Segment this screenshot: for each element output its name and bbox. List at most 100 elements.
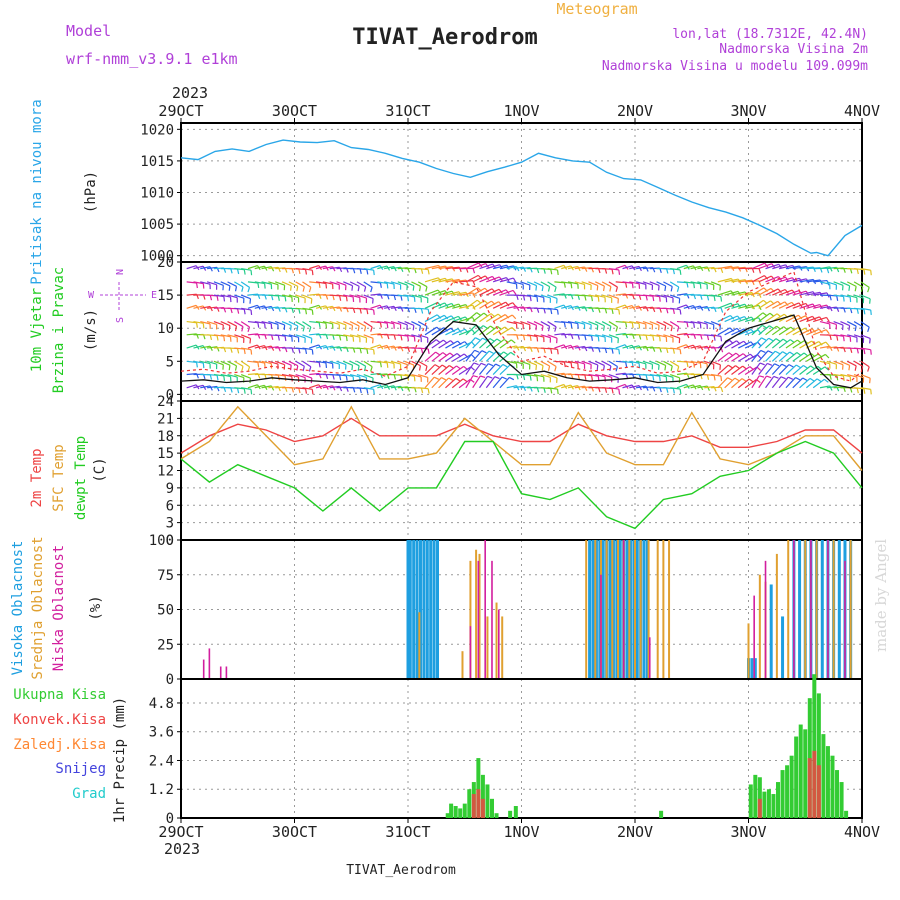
wind-barb-flag — [782, 351, 788, 355]
wind-barb-flag — [609, 365, 612, 371]
wind-barb-flag — [556, 349, 559, 355]
wind-barb — [363, 334, 374, 339]
wind-barb — [356, 360, 366, 367]
wind-barb-flag — [209, 306, 213, 312]
wind-barb — [731, 291, 746, 296]
wind-barb-flag — [596, 285, 599, 291]
wind-barb — [377, 384, 388, 389]
wind-barb — [424, 376, 435, 389]
wind-barb-flag — [699, 385, 704, 391]
total-precip-bar — [480, 774, 485, 818]
wind-barb-flag — [869, 378, 871, 384]
wind-barb-flag — [769, 325, 774, 330]
wind-barb — [676, 264, 687, 270]
wind-barb-flag — [816, 378, 822, 383]
wind-barb — [370, 384, 381, 389]
wind-barb — [404, 281, 415, 287]
wind-barb-flag — [400, 335, 403, 341]
wind-barb — [792, 340, 805, 349]
wind-barb-flag — [357, 286, 360, 292]
wind-barb-flag — [209, 266, 213, 272]
wind-barb-flag — [373, 270, 375, 276]
wind-barb-flag — [679, 269, 682, 275]
wind-barb — [649, 360, 660, 366]
wind-barb — [363, 373, 374, 379]
wind-barb — [472, 300, 485, 309]
wind-barb-flag — [727, 364, 733, 369]
wind-barb — [649, 321, 660, 326]
wind-barb — [424, 326, 438, 336]
sfc-temp-line — [180, 405, 863, 471]
wind-barb — [649, 281, 660, 287]
wind-barb-flag — [366, 269, 369, 275]
bottom-date-labels: 29OCT 30OCT 31OCT 1NOV 2NOV 3NOV 4NOV — [158, 818, 880, 841]
wind-barb — [642, 386, 653, 389]
wind-barb — [384, 320, 395, 325]
wind-barb — [390, 281, 401, 286]
wind-barb-flag — [393, 374, 397, 380]
wind-barb-flag — [511, 314, 517, 320]
wind-barb — [343, 373, 354, 377]
wind-barb-flag — [298, 268, 301, 275]
wind-barb-flag — [773, 375, 779, 379]
wind-barb — [806, 279, 821, 283]
wind-barb-flag — [236, 308, 240, 314]
wind-barb — [315, 305, 326, 309]
low-cloud-bar — [469, 626, 472, 679]
wind-barb — [186, 333, 197, 336]
wind-barb — [240, 334, 251, 339]
wind-barb-flag — [484, 275, 490, 281]
wind-barb-flag — [332, 295, 335, 301]
wind-barb — [574, 281, 585, 286]
wind-barb — [813, 304, 827, 309]
wind-barb-flag — [209, 334, 213, 341]
wind-barb — [799, 340, 812, 349]
wind-barb — [860, 281, 870, 288]
wind-barb-flag — [209, 345, 213, 351]
wind-barb-flag — [379, 322, 382, 328]
wind-barb — [220, 334, 231, 338]
wind-barb-flag — [570, 283, 573, 289]
wind-barb — [465, 349, 476, 362]
wind-barb — [833, 281, 844, 286]
wind-barb — [418, 334, 428, 339]
wind-barb — [669, 334, 680, 339]
wind-barb-flag — [308, 287, 312, 293]
wind-barb-flag — [345, 375, 348, 381]
wind-barb — [465, 312, 478, 323]
wind-barb-flag — [577, 345, 581, 351]
wind-barb-flag — [672, 348, 675, 354]
wind-barb-flag — [234, 286, 238, 292]
wind-barb — [186, 265, 197, 270]
wind-barb-flag — [604, 308, 608, 314]
wind-barb-flag — [829, 385, 833, 391]
total-precip-bar — [798, 724, 803, 818]
wind-barb — [785, 364, 797, 375]
wind-barb — [445, 377, 457, 389]
wind-barb — [207, 266, 218, 270]
wind-barb — [636, 266, 647, 270]
wind-barb-flag — [577, 266, 581, 272]
wind-barb — [240, 360, 250, 368]
wind-barb-flag — [856, 348, 859, 354]
wind-barb — [213, 334, 224, 337]
wind-barb-flag — [597, 336, 600, 342]
wind-barb — [819, 281, 830, 285]
wind-barb — [581, 294, 592, 297]
wind-barb — [608, 373, 619, 379]
wind-barb — [302, 281, 312, 288]
wind-barb-flag — [425, 286, 428, 292]
wind-barb — [329, 346, 340, 349]
wind-barb — [322, 345, 333, 349]
wind-barb — [567, 345, 578, 349]
wind-barb-flag — [472, 375, 478, 378]
wind-barb-flag — [379, 362, 382, 368]
wind-barb-flag — [615, 286, 619, 293]
wind-barb — [309, 372, 320, 376]
wind-barb-flag — [761, 324, 767, 329]
wind-barb — [472, 287, 486, 296]
wind-barb — [608, 347, 619, 350]
wind-barb — [567, 360, 578, 364]
wind-barb — [669, 281, 680, 288]
wind-barb — [397, 386, 408, 389]
